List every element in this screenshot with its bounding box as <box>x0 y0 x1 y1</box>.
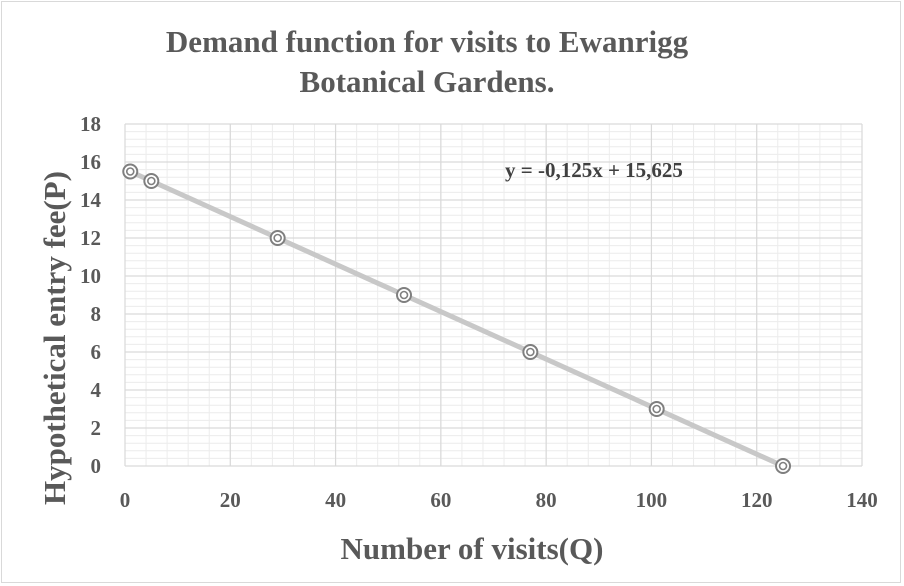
data-point-inner-ring <box>125 167 135 176</box>
y-tick-label: 8 <box>91 302 102 326</box>
data-point <box>269 230 286 246</box>
x-tick-label: 0 <box>120 488 131 512</box>
x-tick-label: 20 <box>220 488 241 512</box>
x-tick-label: 80 <box>536 488 557 512</box>
data-points <box>122 163 792 474</box>
chart-title-line-2: Botanical Gardens. <box>300 64 555 99</box>
x-tick-label: 60 <box>430 488 451 512</box>
y-tick-label: 2 <box>91 416 102 440</box>
data-point-inner-ring <box>652 404 661 414</box>
data-point <box>396 287 413 303</box>
x-tick-label: 140 <box>846 488 878 512</box>
data-point-inner-ring <box>147 176 156 186</box>
y-axis-ticks: 0 2 4 6 8 10 12 14 16 18 <box>80 112 102 478</box>
x-tick-label: 120 <box>741 488 773 512</box>
trendline-equation: y = -0,125x + 15,625 <box>505 158 683 182</box>
y-tick-label: 6 <box>91 340 102 364</box>
trendline <box>127 169 786 469</box>
data-point-inner-ring <box>399 290 409 300</box>
major-gridlines <box>124 123 863 467</box>
x-tick-label: 40 <box>325 488 346 512</box>
chart-title-line-1: Demand function for visits to Ewanrigg <box>166 24 689 59</box>
minor-gridlines <box>124 123 863 467</box>
y-tick-label: 14 <box>80 188 102 212</box>
y-tick-label: 12 <box>80 226 101 250</box>
data-point <box>648 401 665 417</box>
trendline-layer <box>127 169 786 469</box>
y-tick-label: 0 <box>91 454 102 478</box>
data-point-inner-ring <box>778 461 788 471</box>
x-axis-ticks: 0 20 40 60 80 100 120 140 <box>120 488 878 512</box>
y-tick-label: 16 <box>80 150 101 174</box>
y-tick-label: 18 <box>80 112 101 136</box>
data-point-inner-ring <box>526 347 535 357</box>
y-tick-label: 4 <box>91 378 102 402</box>
y-tick-label: 10 <box>80 264 101 288</box>
x-tick-label: 100 <box>636 488 668 512</box>
x-axis-title: Number of visits(Q) <box>341 531 604 566</box>
data-point-inner-ring <box>273 233 282 243</box>
data-point <box>143 173 160 189</box>
data-point <box>522 344 539 360</box>
y-axis-title: Hypothetical entry fee(P) <box>37 171 72 505</box>
data-point <box>122 163 139 180</box>
data-point <box>775 458 792 474</box>
